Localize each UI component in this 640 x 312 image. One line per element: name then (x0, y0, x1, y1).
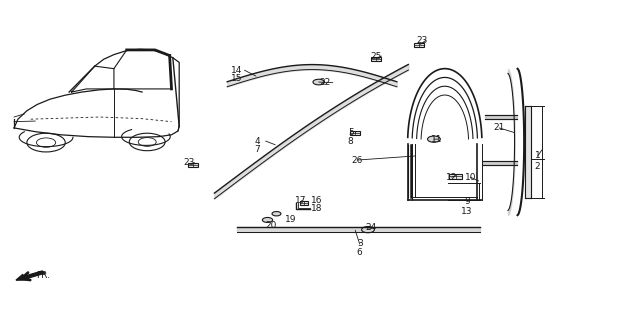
Text: 24: 24 (365, 223, 377, 232)
Text: 22: 22 (319, 78, 331, 87)
Text: 8: 8 (348, 137, 353, 145)
Text: 18: 18 (311, 204, 323, 213)
Text: 9: 9 (465, 197, 470, 206)
Text: 3: 3 (357, 240, 362, 248)
Text: 23: 23 (183, 158, 195, 167)
Text: 14: 14 (231, 66, 243, 75)
Bar (371, 56, 381, 61)
Circle shape (362, 227, 374, 233)
Text: 2: 2 (535, 163, 540, 171)
Bar (350, 131, 360, 135)
Text: 25: 25 (371, 52, 382, 61)
Bar (188, 163, 198, 167)
Circle shape (262, 217, 273, 222)
Text: 11: 11 (431, 135, 442, 144)
Text: 20: 20 (266, 221, 277, 230)
Text: 13: 13 (461, 207, 473, 216)
Circle shape (313, 79, 324, 85)
FancyArrow shape (16, 271, 45, 280)
Text: 19: 19 (285, 215, 296, 223)
Bar (449, 174, 462, 178)
Text: 5: 5 (348, 128, 353, 137)
Text: 1: 1 (535, 152, 540, 160)
Text: 6: 6 (357, 248, 362, 257)
Text: 10: 10 (465, 173, 476, 182)
Text: 17: 17 (295, 196, 307, 205)
Text: 21: 21 (493, 124, 505, 132)
Text: 12: 12 (446, 173, 458, 182)
Text: 16: 16 (311, 196, 323, 205)
Text: FR.: FR. (36, 271, 51, 280)
Text: 26: 26 (351, 156, 363, 164)
Bar (415, 43, 424, 47)
Circle shape (428, 136, 440, 142)
Circle shape (272, 212, 281, 216)
Text: 23: 23 (417, 36, 428, 45)
Text: 7: 7 (255, 145, 260, 154)
Text: 15: 15 (231, 74, 243, 83)
Bar (300, 201, 308, 205)
Text: 4: 4 (255, 137, 260, 145)
